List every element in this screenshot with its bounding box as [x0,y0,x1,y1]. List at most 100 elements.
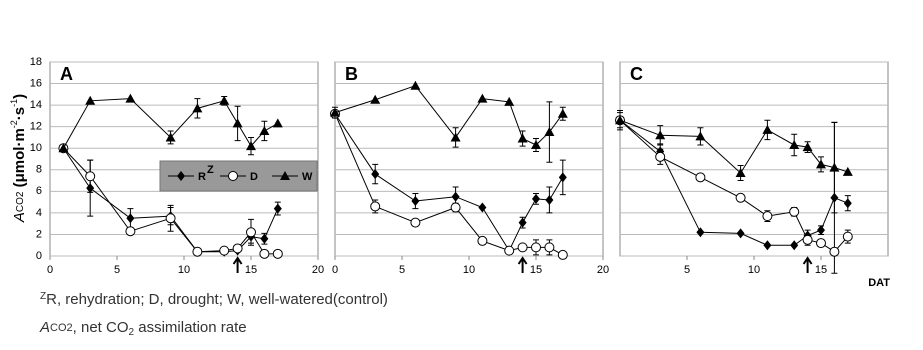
series-line [63,147,278,255]
diamond-marker [411,196,420,207]
circle-marker [557,249,568,260]
circle-marker [816,238,826,249]
legend-label: D [250,171,258,183]
triangle-marker [192,103,203,113]
circle-marker [450,202,461,213]
triangle-marker [655,130,666,140]
triangle-marker [504,96,515,106]
diamond-marker [518,217,527,228]
x-tick-label: 15 [530,264,542,276]
diamond-marker [260,233,269,244]
triangle-marker [85,95,96,105]
series-line [619,119,848,246]
diamond-marker [126,213,135,224]
footnote-part: CO2 [50,322,73,334]
y-title-part: CO2 [15,191,26,212]
legend-label: W [302,171,313,183]
diamond-marker [177,171,185,181]
triangle-marker [557,108,568,118]
footnote: ACO2, net CO2 assimilation rate [39,319,247,338]
arrow [517,256,528,273]
triangle-marker [816,159,826,169]
x-tick-label: 15 [245,264,257,276]
circle-marker [85,171,96,182]
diamond-marker [790,240,799,251]
diamond-marker [696,227,705,238]
diamond-marker [763,240,772,251]
triangle-marker [165,132,176,142]
circle-marker [842,231,853,242]
triangle-marker [450,132,461,142]
triangle-marker [125,93,136,103]
legend-superscript: Z [207,164,214,176]
diamond-marker [451,191,460,202]
circle-marker [165,213,176,224]
diamond-marker [273,203,282,214]
plot-area [49,61,319,257]
arrow [802,256,813,273]
triangle-marker [695,131,706,141]
circle-marker [219,245,230,256]
triangle-marker [829,162,840,172]
y-tick-label: 8 [36,164,42,176]
y-tick-label: 12 [30,121,42,133]
series-line [334,113,564,256]
triangle-marker [735,168,746,178]
footnote-part: assimilation rate [134,319,247,336]
x-axis-title: DAT [868,277,890,289]
triangle-marker [517,133,528,143]
triangle-marker [280,171,290,180]
y-tick-label: 2 [36,228,42,240]
plot-area [334,61,604,257]
series-line [334,85,564,146]
y-tick-label: 18 [30,56,42,68]
y-title-part: ) [11,94,28,99]
circle-marker [504,245,515,256]
y-title-part: ·s [11,107,28,120]
y-tick-label: 4 [36,207,42,219]
circle-marker [477,235,488,246]
footnote-part: 2 [129,327,135,338]
triangle-marker [410,80,421,90]
circle-marker [192,246,203,257]
diamond-marker [736,228,745,239]
series-line [619,119,849,253]
y-tick-label: 6 [36,185,42,197]
y-tick-label: 0 [36,250,42,262]
arrow [232,256,243,273]
y-title-part: (μmol·m [11,128,28,191]
x-tick-label: 10 [748,264,760,276]
x-tick-label: 10 [178,264,190,276]
footnote-part: , net CO [73,319,129,336]
triangle-marker [259,125,270,135]
circle-marker [735,192,746,203]
triangle-marker [762,124,773,134]
triangle-marker [272,118,283,128]
y-title-part: A [11,212,28,223]
x-tick-label: 10 [463,264,475,276]
series-line [62,98,279,149]
circle-marker [695,172,706,183]
diamond-marker [478,202,487,213]
series-line [619,119,848,174]
diamond-marker [558,172,567,183]
x-tick-label: 5 [399,264,405,276]
y-tick-label: 16 [30,77,42,89]
triangle-marker [544,127,555,137]
y-tick-label: 14 [30,99,42,111]
triangle-marker [842,166,853,176]
circle-marker [228,171,238,181]
triangle-marker [477,93,488,103]
circle-marker [655,151,666,162]
triangle-marker [246,141,256,151]
circle-marker [517,242,528,253]
y-title-part: -1 [9,99,19,107]
triangle-marker [232,118,243,128]
circle-marker [370,201,381,212]
circle-marker [544,242,555,253]
footnote-part: Z [40,291,46,302]
footnote-part: A [39,319,50,336]
x-tick-label: 0 [332,264,338,276]
triangle-marker [615,115,625,125]
